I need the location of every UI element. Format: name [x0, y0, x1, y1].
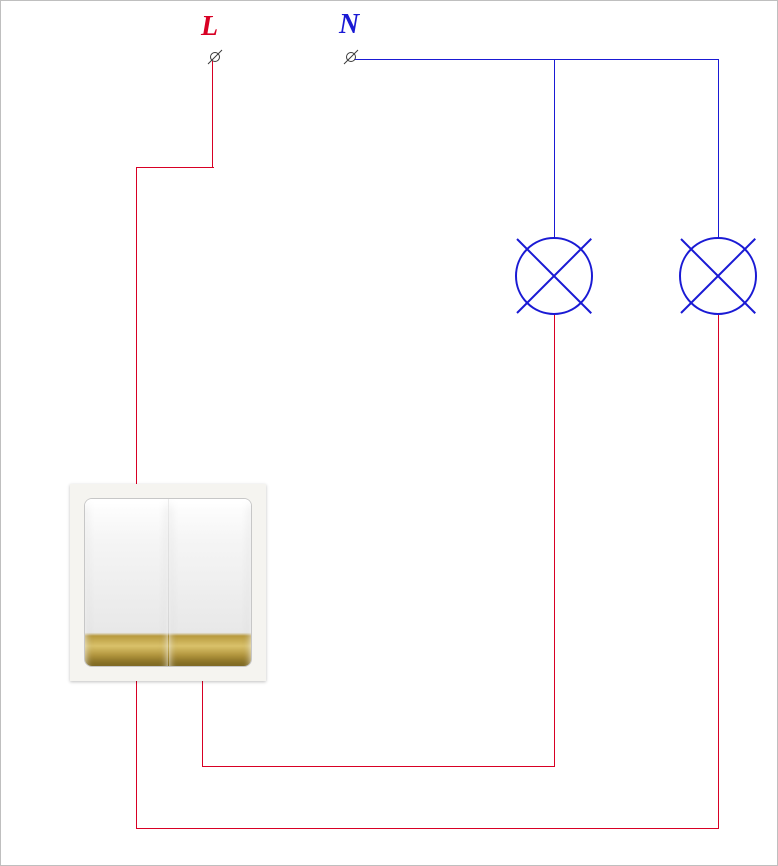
terminal-live-slash: [215, 57, 216, 58]
wire-live-out2-rise: [554, 315, 555, 767]
rocker-left[interactable]: [85, 499, 169, 666]
lamp-2: [679, 237, 757, 315]
wire-live-out2-drop: [202, 681, 203, 767]
wire-live-in-jog: [136, 167, 214, 168]
wire-live-in-drop: [136, 167, 137, 485]
lamp-1: [515, 237, 593, 315]
rocker-right[interactable]: [169, 499, 252, 666]
wire-neutral-lamp2: [718, 59, 719, 238]
double-rocker-switch[interactable]: [70, 484, 266, 681]
terminal-neutral-slash: [351, 57, 352, 58]
wire-live-out2-run: [202, 766, 555, 767]
wiring-diagram: L N: [0, 0, 778, 866]
label-neutral: N: [339, 9, 359, 41]
wire-live-out1-run: [136, 828, 719, 829]
wire-live-out1-drop: [136, 681, 137, 829]
wire-neutral-main: [355, 59, 719, 60]
wire-live-in-top: [212, 61, 213, 168]
label-live: L: [201, 11, 218, 43]
wire-neutral-lamp1: [554, 59, 555, 238]
wire-live-out1-rise: [718, 315, 719, 829]
switch-body: [84, 498, 252, 667]
